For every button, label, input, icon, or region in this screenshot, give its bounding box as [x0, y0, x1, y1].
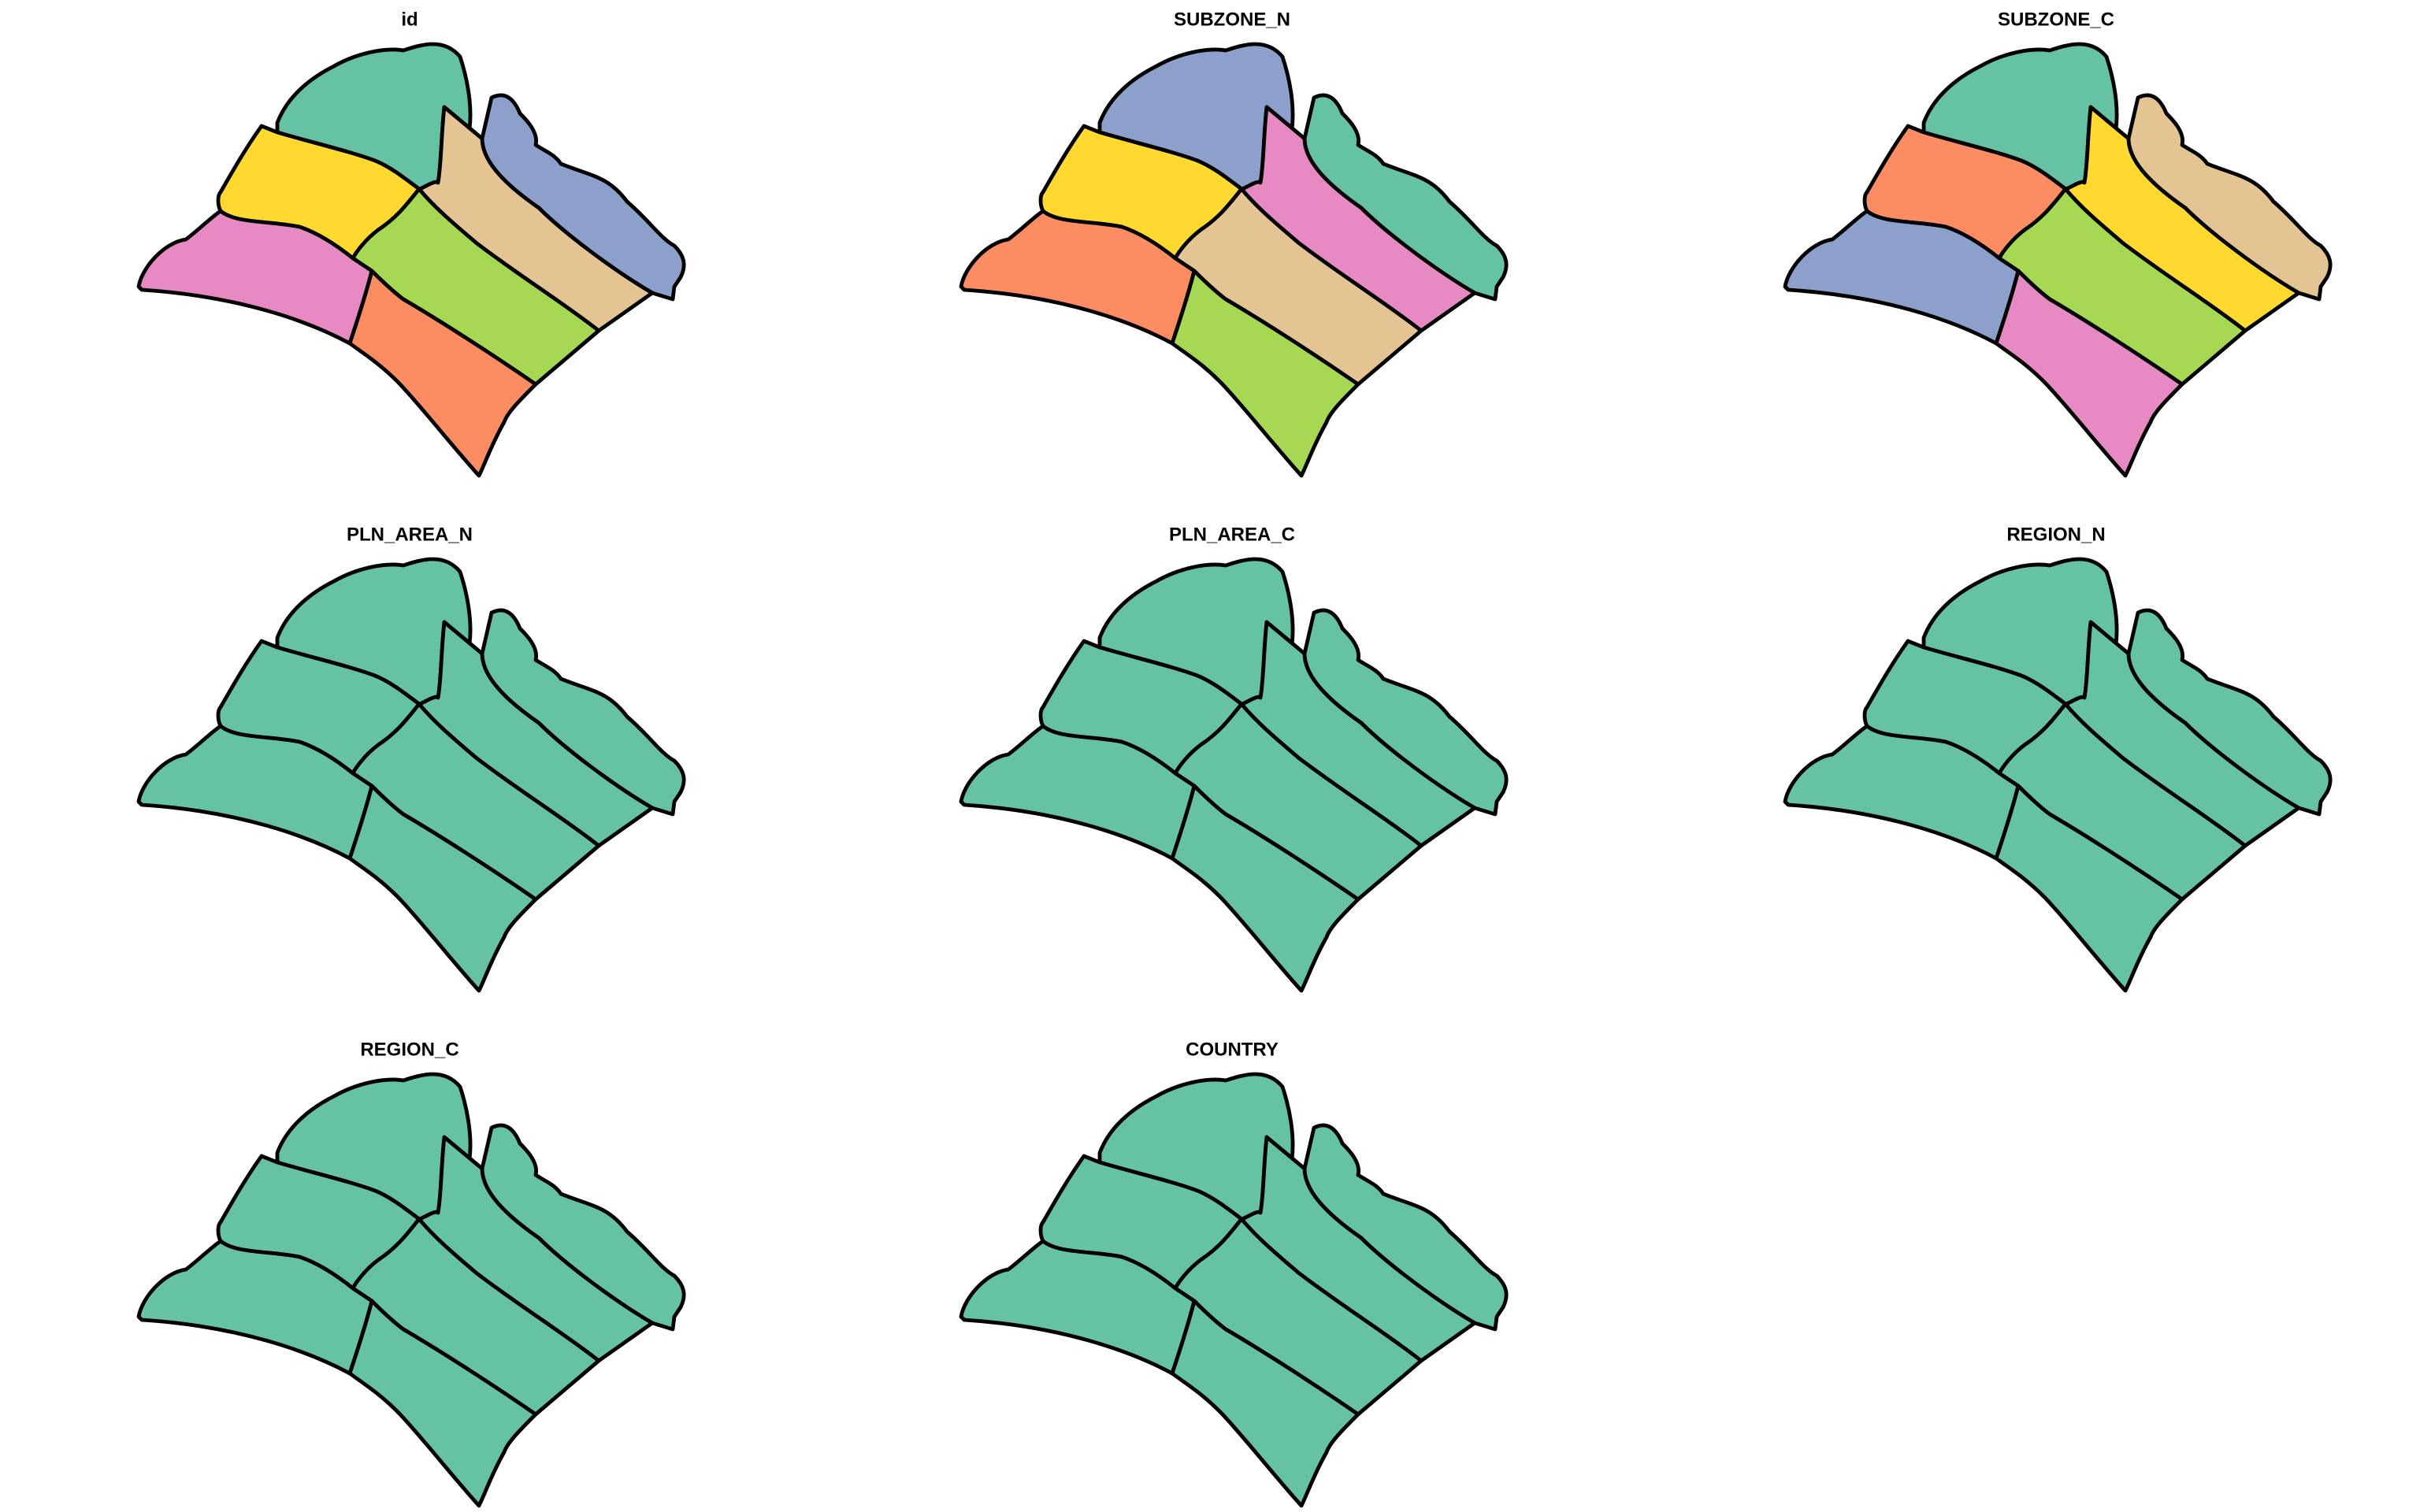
subzone-polygon: [136, 1239, 374, 1376]
map-panel: COUNTRY: [959, 1039, 1509, 1508]
panel-title: SUBZONE_C: [1998, 9, 2114, 30]
subzone-polygon: [959, 1239, 1197, 1376]
subzone-polygon: [136, 209, 374, 346]
subzone-polygon: [136, 724, 374, 861]
subzone-polygon: [1994, 269, 2184, 478]
map-panel: PLN_AREA_C: [959, 524, 1509, 993]
subzone-polygon: [1170, 784, 1360, 993]
subzone-map: [1783, 42, 2333, 478]
panel-title: PLN_AREA_N: [347, 524, 473, 545]
subzone-polygon: [1170, 1299, 1360, 1508]
subzone-map: [136, 1072, 686, 1508]
subzone-polygon: [1170, 269, 1360, 478]
subzone-polygon: [959, 209, 1197, 346]
subzone-map: [959, 557, 1509, 993]
panel-title: REGION_C: [360, 1039, 458, 1060]
map-panel: REGION_C: [136, 1039, 686, 1508]
panel-title: REGION_N: [2006, 524, 2105, 545]
map-panel: id: [136, 9, 686, 478]
panel-title: COUNTRY: [1186, 1039, 1279, 1060]
subzone-polygon: [347, 269, 538, 478]
subzone-polygon: [347, 784, 538, 993]
subzone-polygon: [1994, 784, 2184, 993]
subzone-map: [959, 1072, 1509, 1508]
subzone-map: [1783, 557, 2333, 993]
panel-title: id: [401, 9, 418, 30]
subzone-polygon: [1783, 724, 2021, 861]
subzone-map: [136, 557, 686, 993]
map-panel: SUBZONE_C: [1783, 9, 2333, 478]
map-panel: SUBZONE_N: [959, 9, 1509, 478]
subzone-polygon: [347, 1299, 538, 1508]
subzone-map: [959, 42, 1509, 478]
panel-title: PLN_AREA_C: [1169, 524, 1295, 545]
subzone-polygon: [1783, 209, 2021, 346]
map-panel: PLN_AREA_N: [136, 524, 686, 993]
panel-title: SUBZONE_N: [1174, 9, 1290, 30]
map-panel: REGION_N: [1783, 524, 2333, 993]
subzone-map: [136, 42, 686, 478]
subzone-polygon: [959, 724, 1197, 861]
